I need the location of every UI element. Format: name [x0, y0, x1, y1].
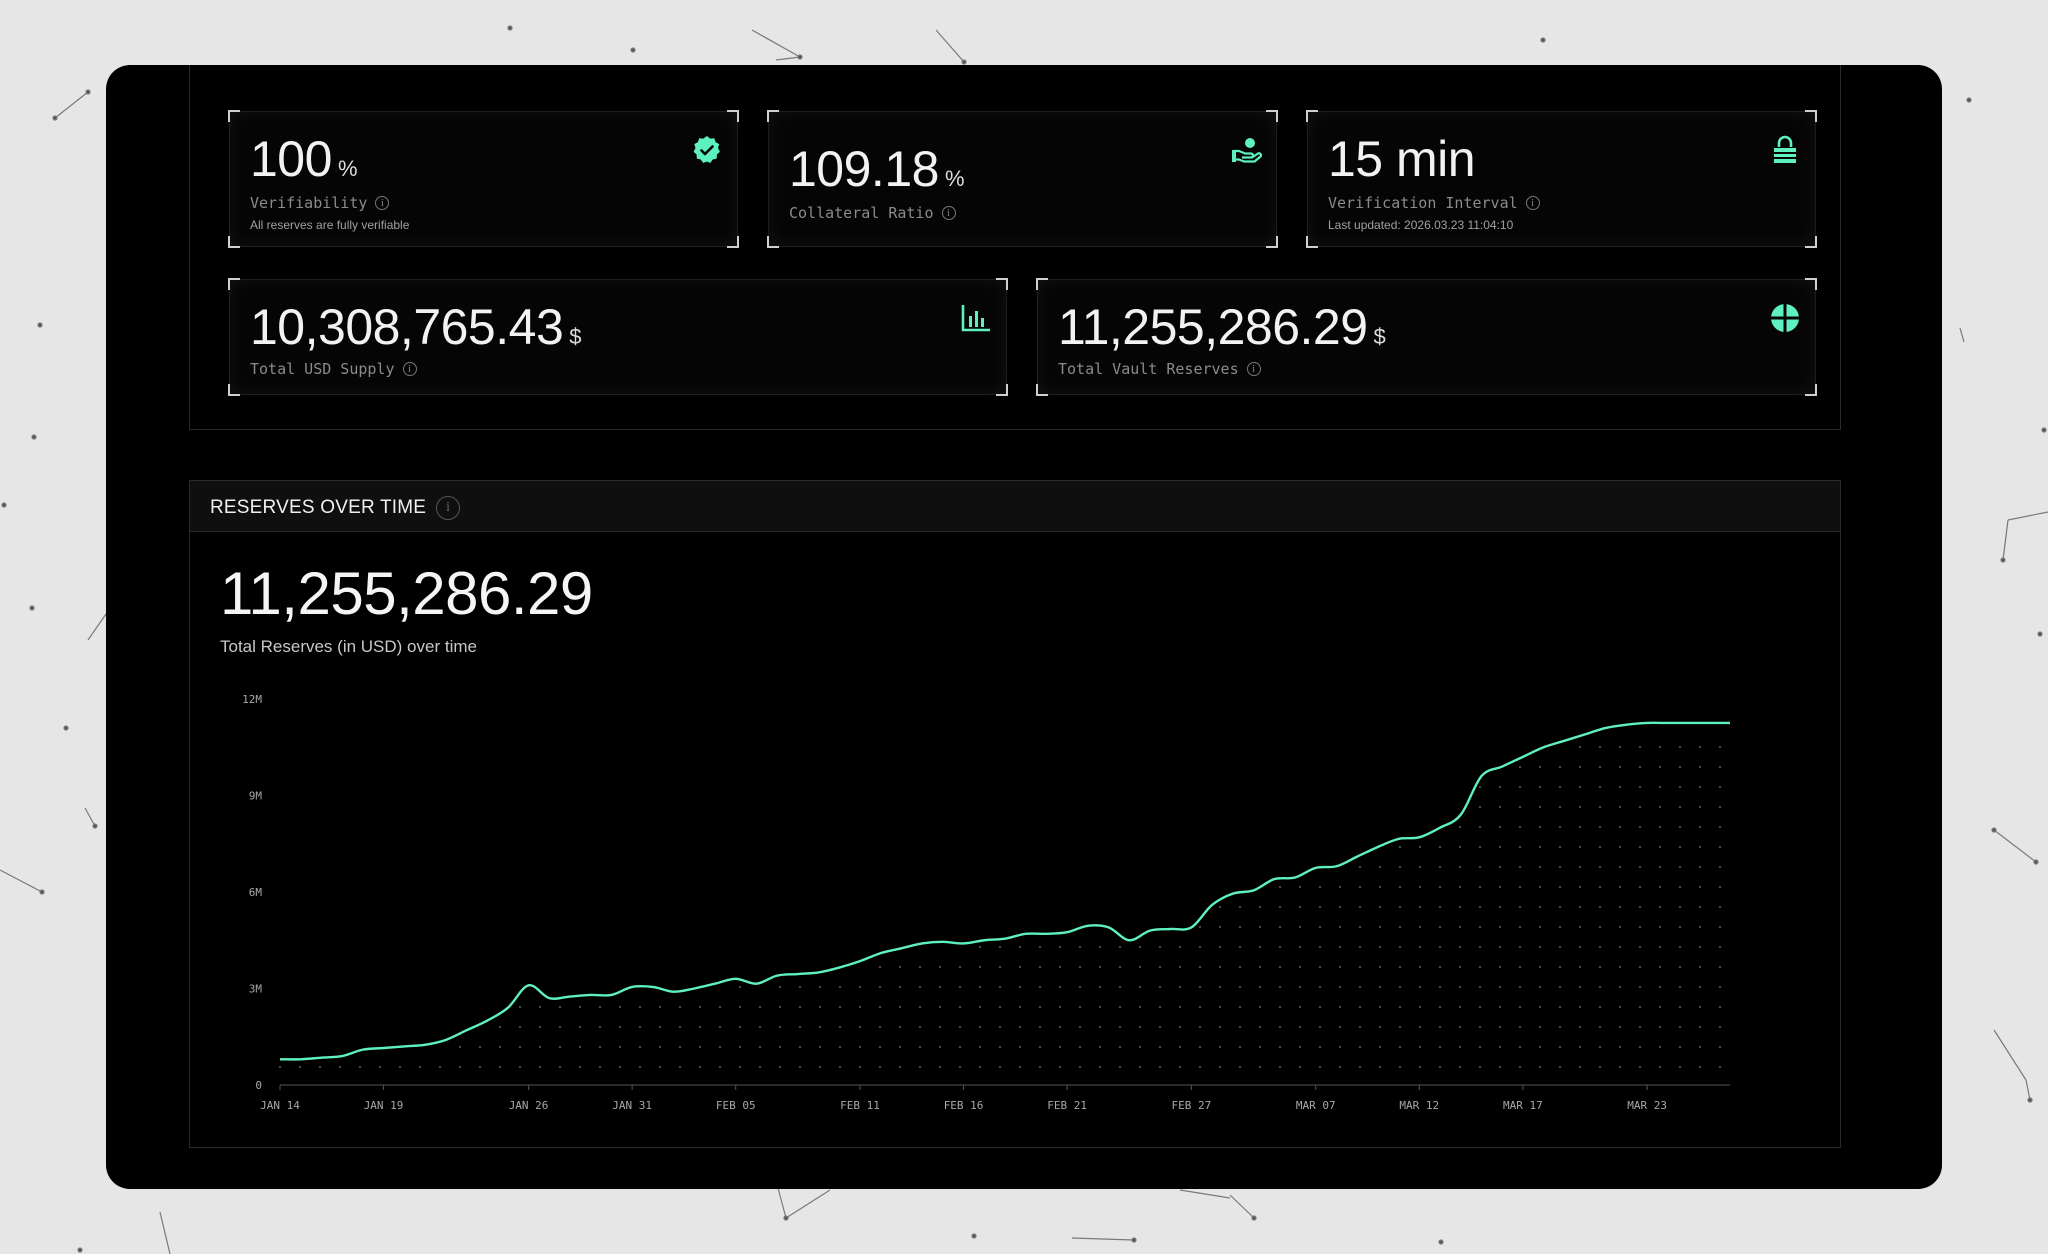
x-tick-label: JAN 26	[509, 1099, 549, 1112]
total-vault-reserves-unit: $	[1373, 324, 1386, 349]
reserves-chart-panel: RESERVES OVER TIME i 11,255,286.29 Total…	[189, 480, 1841, 1148]
x-tick-label: MAR 12	[1399, 1099, 1439, 1112]
x-tick-label: FEB 05	[716, 1099, 756, 1112]
verification-interval-label: Verification Interval	[1328, 194, 1518, 212]
y-tick-label: 6M	[249, 886, 263, 899]
lock-icon	[1774, 135, 1796, 163]
total-usd-supply-label: Total USD Supply	[250, 360, 395, 378]
collateral-ratio-value: 109.18	[789, 141, 939, 197]
total-usd-supply-unit: $	[569, 324, 582, 349]
verifiability-card: 100 % Verifiability i All reserves are f…	[228, 110, 739, 248]
verified-badge-icon	[693, 136, 720, 163]
collateral-ratio-label: Collateral Ratio	[789, 204, 934, 222]
last-updated-text: Last updated: 2026.03.23 11:04:10	[1328, 218, 1514, 232]
info-icon[interactable]: i	[375, 196, 390, 210]
info-icon[interactable]: i	[941, 206, 956, 220]
verifiability-label: Verifiability	[250, 194, 368, 212]
x-tick-label: FEB 27	[1172, 1099, 1212, 1112]
collateral-ratio-unit: %	[944, 166, 965, 191]
x-tick-label: FEB 11	[840, 1099, 880, 1112]
dashboard-window: 100 % Verifiability i All reserves are f…	[106, 65, 1942, 1189]
total-vault-reserves-card: 11,255,286.29 $ Total Vault Reserves i	[1036, 278, 1817, 396]
x-tick-label: MAR 17	[1503, 1099, 1543, 1112]
chart-header: RESERVES OVER TIME i	[190, 481, 1840, 532]
pie-chart-icon	[1771, 304, 1799, 332]
bar-chart-icon	[961, 305, 990, 332]
y-tick-label: 0	[255, 1079, 262, 1092]
verifiability-sub: All reserves are fully verifiable	[250, 218, 410, 232]
area-dot-fill	[279, 746, 1721, 1068]
x-tick-label: MAR 23	[1627, 1099, 1667, 1112]
x-tick-label: JAN 31	[612, 1099, 652, 1112]
total-usd-supply-card: 10,308,765.43 $ Total USD Supply i	[228, 278, 1008, 396]
verifiability-value: 100	[250, 131, 332, 187]
total-vault-reserves-value: 11,255,286.29	[1058, 299, 1368, 355]
info-icon[interactable]: i	[402, 362, 417, 376]
chart-title: RESERVES OVER TIME	[210, 497, 427, 518]
hand-coin-icon	[1232, 138, 1262, 163]
reserves-area-chart[interactable]: 0 3M 6M 9M 12M JAN 14 JAN 19 JAN 26 JAN 31 FEB 05…	[190, 481, 1840, 1147]
total-vault-reserves-label: Total Vault Reserves	[1058, 360, 1239, 378]
info-icon[interactable]: i	[1525, 196, 1540, 210]
info-icon[interactable]: i	[436, 496, 461, 520]
x-tick-label: FEB 16	[944, 1099, 984, 1112]
total-reserves-subtitle: Total Reserves (in USD) over time	[220, 637, 477, 656]
x-tick-label: JAN 14	[260, 1099, 300, 1112]
x-tick-label: FEB 21	[1047, 1099, 1087, 1112]
verifiability-unit: %	[337, 156, 358, 181]
y-tick-label: 12M	[242, 693, 262, 706]
y-tick-label: 3M	[249, 983, 263, 996]
total-reserves-value: 11,255,286.29	[220, 560, 593, 627]
info-icon[interactable]: i	[1246, 362, 1261, 376]
reserves-series-line	[279, 721, 1730, 1061]
x-tick-label: JAN 19	[364, 1099, 404, 1112]
verification-interval-value: 15 min	[1328, 131, 1476, 187]
total-usd-supply-value: 10,308,765.43	[250, 299, 564, 355]
x-tick-label: MAR 07	[1296, 1099, 1336, 1112]
y-tick-label: 9M	[249, 790, 263, 803]
verification-interval-card: 15 min Verification Interval i Last upda…	[1306, 110, 1817, 248]
collateral-ratio-card: 109.18 % Collateral Ratio i	[767, 110, 1278, 248]
stats-panel: 100 % Verifiability i All reserves are f…	[189, 65, 1841, 430]
